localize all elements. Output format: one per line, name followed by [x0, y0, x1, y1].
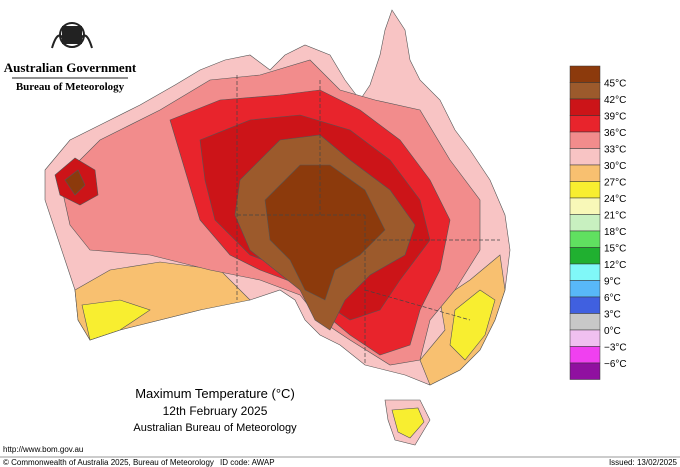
legend-label: −6°C: [604, 359, 627, 370]
map-title: Maximum Temperature (°C): [135, 386, 295, 401]
legend-swatch: [569, 148, 601, 166]
legend-swatch: [569, 115, 601, 133]
legend-label: 3°C: [604, 310, 621, 321]
legend-label: 24°C: [604, 194, 626, 205]
legend-swatch: [569, 131, 601, 149]
legend-swatch: [569, 82, 601, 100]
legend-label: 30°C: [604, 161, 626, 172]
legend-label: 0°C: [604, 326, 621, 337]
copyright: © Commonwealth of Australia 2025, Bureau…: [3, 458, 214, 467]
legend-label: −3°C: [604, 343, 627, 354]
issued: Issued: 13/02/2025: [609, 458, 678, 467]
legend-swatch: [569, 280, 601, 298]
legend-swatch: [569, 263, 601, 281]
crest: [51, 22, 93, 49]
legend-label: 18°C: [604, 227, 626, 238]
legend-swatch: [569, 247, 601, 265]
legend-label: 12°C: [604, 260, 626, 271]
legend-label: 15°C: [604, 244, 626, 255]
legend-swatch: [569, 65, 601, 83]
legend-swatch: [569, 164, 601, 182]
map-source: Australian Bureau of Meteorology: [133, 422, 297, 434]
legend-swatch: [569, 329, 601, 347]
legend-swatch: [569, 230, 601, 248]
legend-label: 21°C: [604, 211, 626, 222]
state-borders: [236, 75, 500, 365]
legend-label: 6°C: [604, 293, 621, 304]
url: http://www.bom.gov.au: [3, 445, 83, 454]
legend-swatch: [569, 98, 601, 116]
legend-label: 39°C: [604, 112, 626, 123]
legend-label: 36°C: [604, 128, 626, 139]
legend-label: 45°C: [604, 79, 626, 90]
legend-swatch: [569, 197, 601, 215]
legend-swatch: [569, 346, 601, 364]
bureau: Bureau of Meteorology: [16, 81, 125, 93]
government: Australian Government: [4, 60, 137, 75]
legend-label: 27°C: [604, 178, 626, 189]
legend-label: 9°C: [604, 277, 621, 288]
legend-swatch: [569, 214, 601, 232]
legend-swatch: [569, 296, 601, 314]
legend-swatch: [569, 362, 601, 380]
legend: 45°C 42°C 39°C 36°C 33°C 30°C 27°C 24°C 21°C 18°C…: [569, 65, 627, 380]
id-code: ID code: AWAP: [220, 458, 275, 467]
australia-map: [44, 9, 511, 446]
map-date: 12th February 2025: [163, 404, 268, 418]
legend-label: 42°C: [604, 95, 626, 106]
legend-label: 33°C: [604, 145, 626, 156]
legend-swatch: [569, 313, 601, 331]
legend-swatch: [569, 181, 601, 199]
